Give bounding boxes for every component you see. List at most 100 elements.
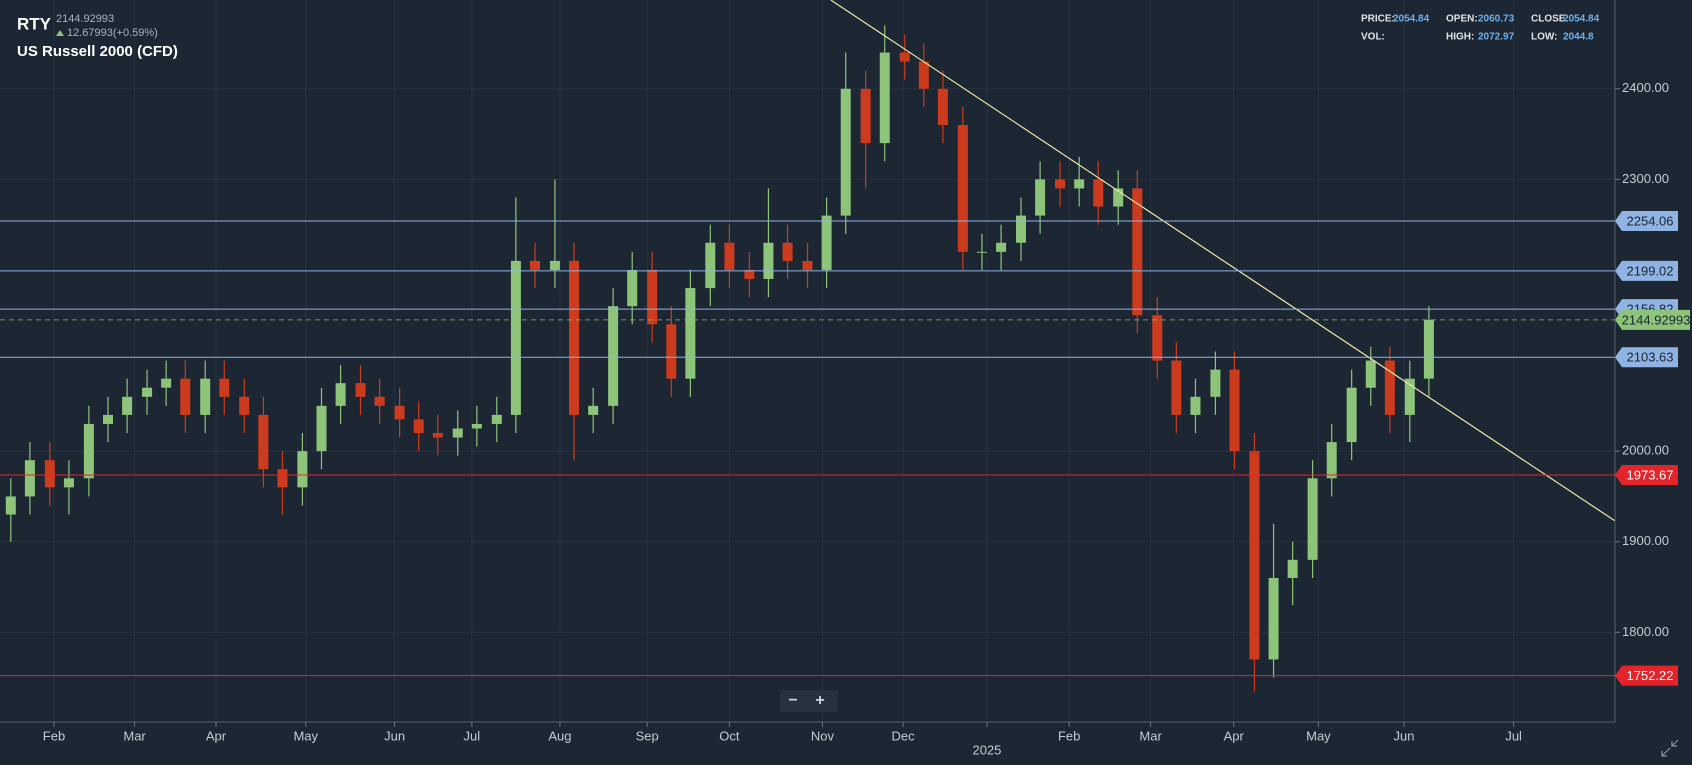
y-tick-label: 2000.00: [1622, 443, 1669, 458]
price-tag: [1615, 210, 1678, 231]
candle-body: [122, 396, 133, 415]
grid: [0, 0, 1620, 727]
candle-body: [821, 215, 832, 270]
candle-body: [763, 242, 774, 280]
candle-body: [161, 378, 172, 388]
price-tag: [1615, 347, 1678, 368]
candle-body: [705, 242, 716, 289]
price-tag: [1615, 464, 1678, 485]
price-tag-label: 2254.06: [1627, 213, 1674, 228]
candle-body: [1074, 179, 1085, 189]
info-value: 2054.84: [1563, 14, 1600, 25]
x-tick-label: Feb: [1058, 728, 1080, 743]
candle-body: [1307, 478, 1318, 560]
info-label: PRICE:: [1361, 14, 1395, 25]
symbol: RTY: [17, 14, 52, 33]
x-tick-label: Jun: [384, 728, 405, 743]
candle-body: [297, 451, 308, 488]
candle-body: [918, 61, 929, 89]
candle-body: [1055, 179, 1066, 189]
candle-body: [63, 478, 74, 488]
candle-body: [277, 469, 288, 488]
candle-body: [1210, 369, 1221, 397]
zoom-out[interactable]: −: [788, 692, 797, 709]
candle-body: [1404, 378, 1415, 415]
y-tick-label: 2400.00: [1622, 80, 1669, 95]
candle-body: [1326, 442, 1337, 479]
candle-body: [1229, 369, 1240, 452]
price-tag: [1615, 309, 1690, 330]
y-tick-label: 1900.00: [1622, 533, 1669, 548]
info-value: 2072.97: [1478, 32, 1515, 43]
candle-body: [937, 88, 948, 126]
zoom-in[interactable]: +: [815, 692, 824, 709]
info-label: LOW:: [1531, 32, 1557, 43]
candle-body: [102, 414, 113, 424]
candle-body: [432, 433, 443, 438]
x-tick-label: 2025: [972, 742, 1001, 757]
candle-body: [530, 260, 541, 270]
x-tick-label: Dec: [891, 728, 915, 743]
price-tag-label: 2103.63: [1627, 350, 1674, 365]
candle-body: [1365, 360, 1376, 388]
price-tag-label: 2199.02: [1627, 263, 1674, 278]
candle-body: [957, 125, 968, 252]
x-tick-label: Aug: [548, 728, 571, 743]
candle-body: [1113, 188, 1124, 207]
candle-body: [471, 423, 482, 429]
price-tag: [1615, 665, 1678, 686]
candle-body: [142, 387, 153, 397]
x-tick-label: Nov: [811, 728, 835, 743]
candle-body: [355, 383, 366, 397]
info-value: 2060.73: [1478, 14, 1515, 25]
candle-body: [1132, 188, 1143, 316]
candle-body: [569, 260, 580, 415]
candle-body: [374, 396, 385, 406]
price-tag-label: 2144.92993: [1622, 312, 1691, 327]
candle-body: [1093, 179, 1104, 207]
overlays: 2254.062199.022156.822103.631973.671752.…: [0, 0, 1690, 686]
candle-body: [491, 414, 502, 424]
candle-body: [335, 383, 346, 406]
y-tick-label: 1800.00: [1622, 624, 1669, 639]
info-label: HIGH:: [1446, 32, 1474, 43]
candle-body: [1384, 360, 1395, 415]
x-tick-label: Mar: [1139, 728, 1162, 743]
x-tick-label: Apr: [1224, 728, 1245, 743]
candle-body: [239, 396, 250, 415]
candle-body: [510, 260, 521, 415]
candle-body: [180, 378, 191, 415]
candle-body: [899, 52, 910, 62]
collapse-icon[interactable]: [1661, 739, 1679, 757]
candle-body: [608, 306, 619, 406]
instrument-name: US Russell 2000 (CFD): [17, 43, 178, 60]
candle-body: [666, 324, 677, 379]
trendline: [830, 0, 1616, 522]
candle-body: [452, 428, 463, 438]
candle-body: [394, 405, 405, 420]
candle-body: [258, 414, 269, 470]
candle-body: [1423, 319, 1434, 379]
candle-body: [549, 260, 560, 270]
candle-body: [724, 242, 735, 270]
x-tick-label: Apr: [206, 728, 227, 743]
x-tick-label: May: [293, 728, 318, 743]
info-value: 2054.84: [1393, 14, 1430, 25]
candle-body: [44, 460, 55, 488]
candle-body: [782, 242, 793, 261]
candle-body: [219, 378, 230, 397]
price: 2144.92993: [56, 13, 114, 25]
candle-body: [200, 378, 211, 415]
candle-body: [83, 423, 94, 479]
x-tick-label: Feb: [43, 728, 65, 743]
candle-body: [1035, 179, 1046, 216]
info-value: 2044.8: [1563, 32, 1594, 43]
candle-body: [316, 405, 327, 452]
candle-body: [647, 269, 658, 325]
candle-body: [860, 88, 871, 144]
x-tick-label: Jul: [464, 728, 481, 743]
candle-body: [1152, 315, 1163, 361]
candle-body: [685, 288, 696, 379]
candle-body: [5, 496, 16, 515]
